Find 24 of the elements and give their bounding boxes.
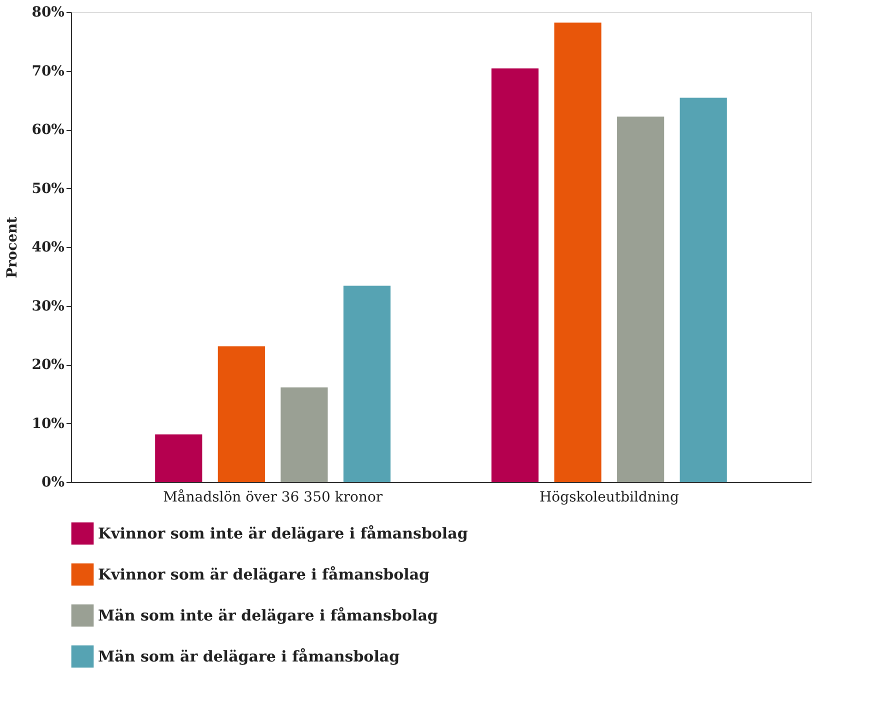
bar bbox=[343, 286, 391, 482]
y-tick-label: 40% bbox=[32, 240, 64, 256]
legend-label: Kvinnor som är delägare i fåmansbolag bbox=[98, 566, 430, 584]
x-tick-label: Högskoleutbildning bbox=[539, 490, 679, 506]
legend-label: Kvinnor som inte är delägare i fåmansbolag bbox=[98, 524, 468, 542]
y-tick-label: 60% bbox=[32, 122, 64, 138]
y-tick-label: 10% bbox=[32, 416, 64, 432]
y-tick-label: 20% bbox=[32, 357, 64, 373]
y-tick-label: 50% bbox=[32, 180, 64, 197]
bar bbox=[617, 116, 664, 482]
bar bbox=[280, 387, 328, 482]
y-tick-label: 0% bbox=[41, 474, 64, 490]
legend-label: Män som är delägare i fåmansbolag bbox=[98, 648, 400, 666]
y-tick-label: 70% bbox=[32, 63, 64, 80]
bar bbox=[155, 434, 202, 482]
x-tick-label: Månadslön över 36 350 kronor bbox=[163, 488, 383, 506]
bar bbox=[491, 68, 539, 482]
y-axis-title: Procent bbox=[4, 216, 21, 278]
bar bbox=[218, 346, 265, 482]
bar bbox=[554, 22, 602, 482]
y-tick-label: 30% bbox=[32, 298, 64, 314]
bar bbox=[680, 98, 727, 482]
legend-label: Män som inte är delägare i fåmansbolag bbox=[98, 606, 438, 624]
y-tick-label: 80% bbox=[32, 4, 64, 20]
